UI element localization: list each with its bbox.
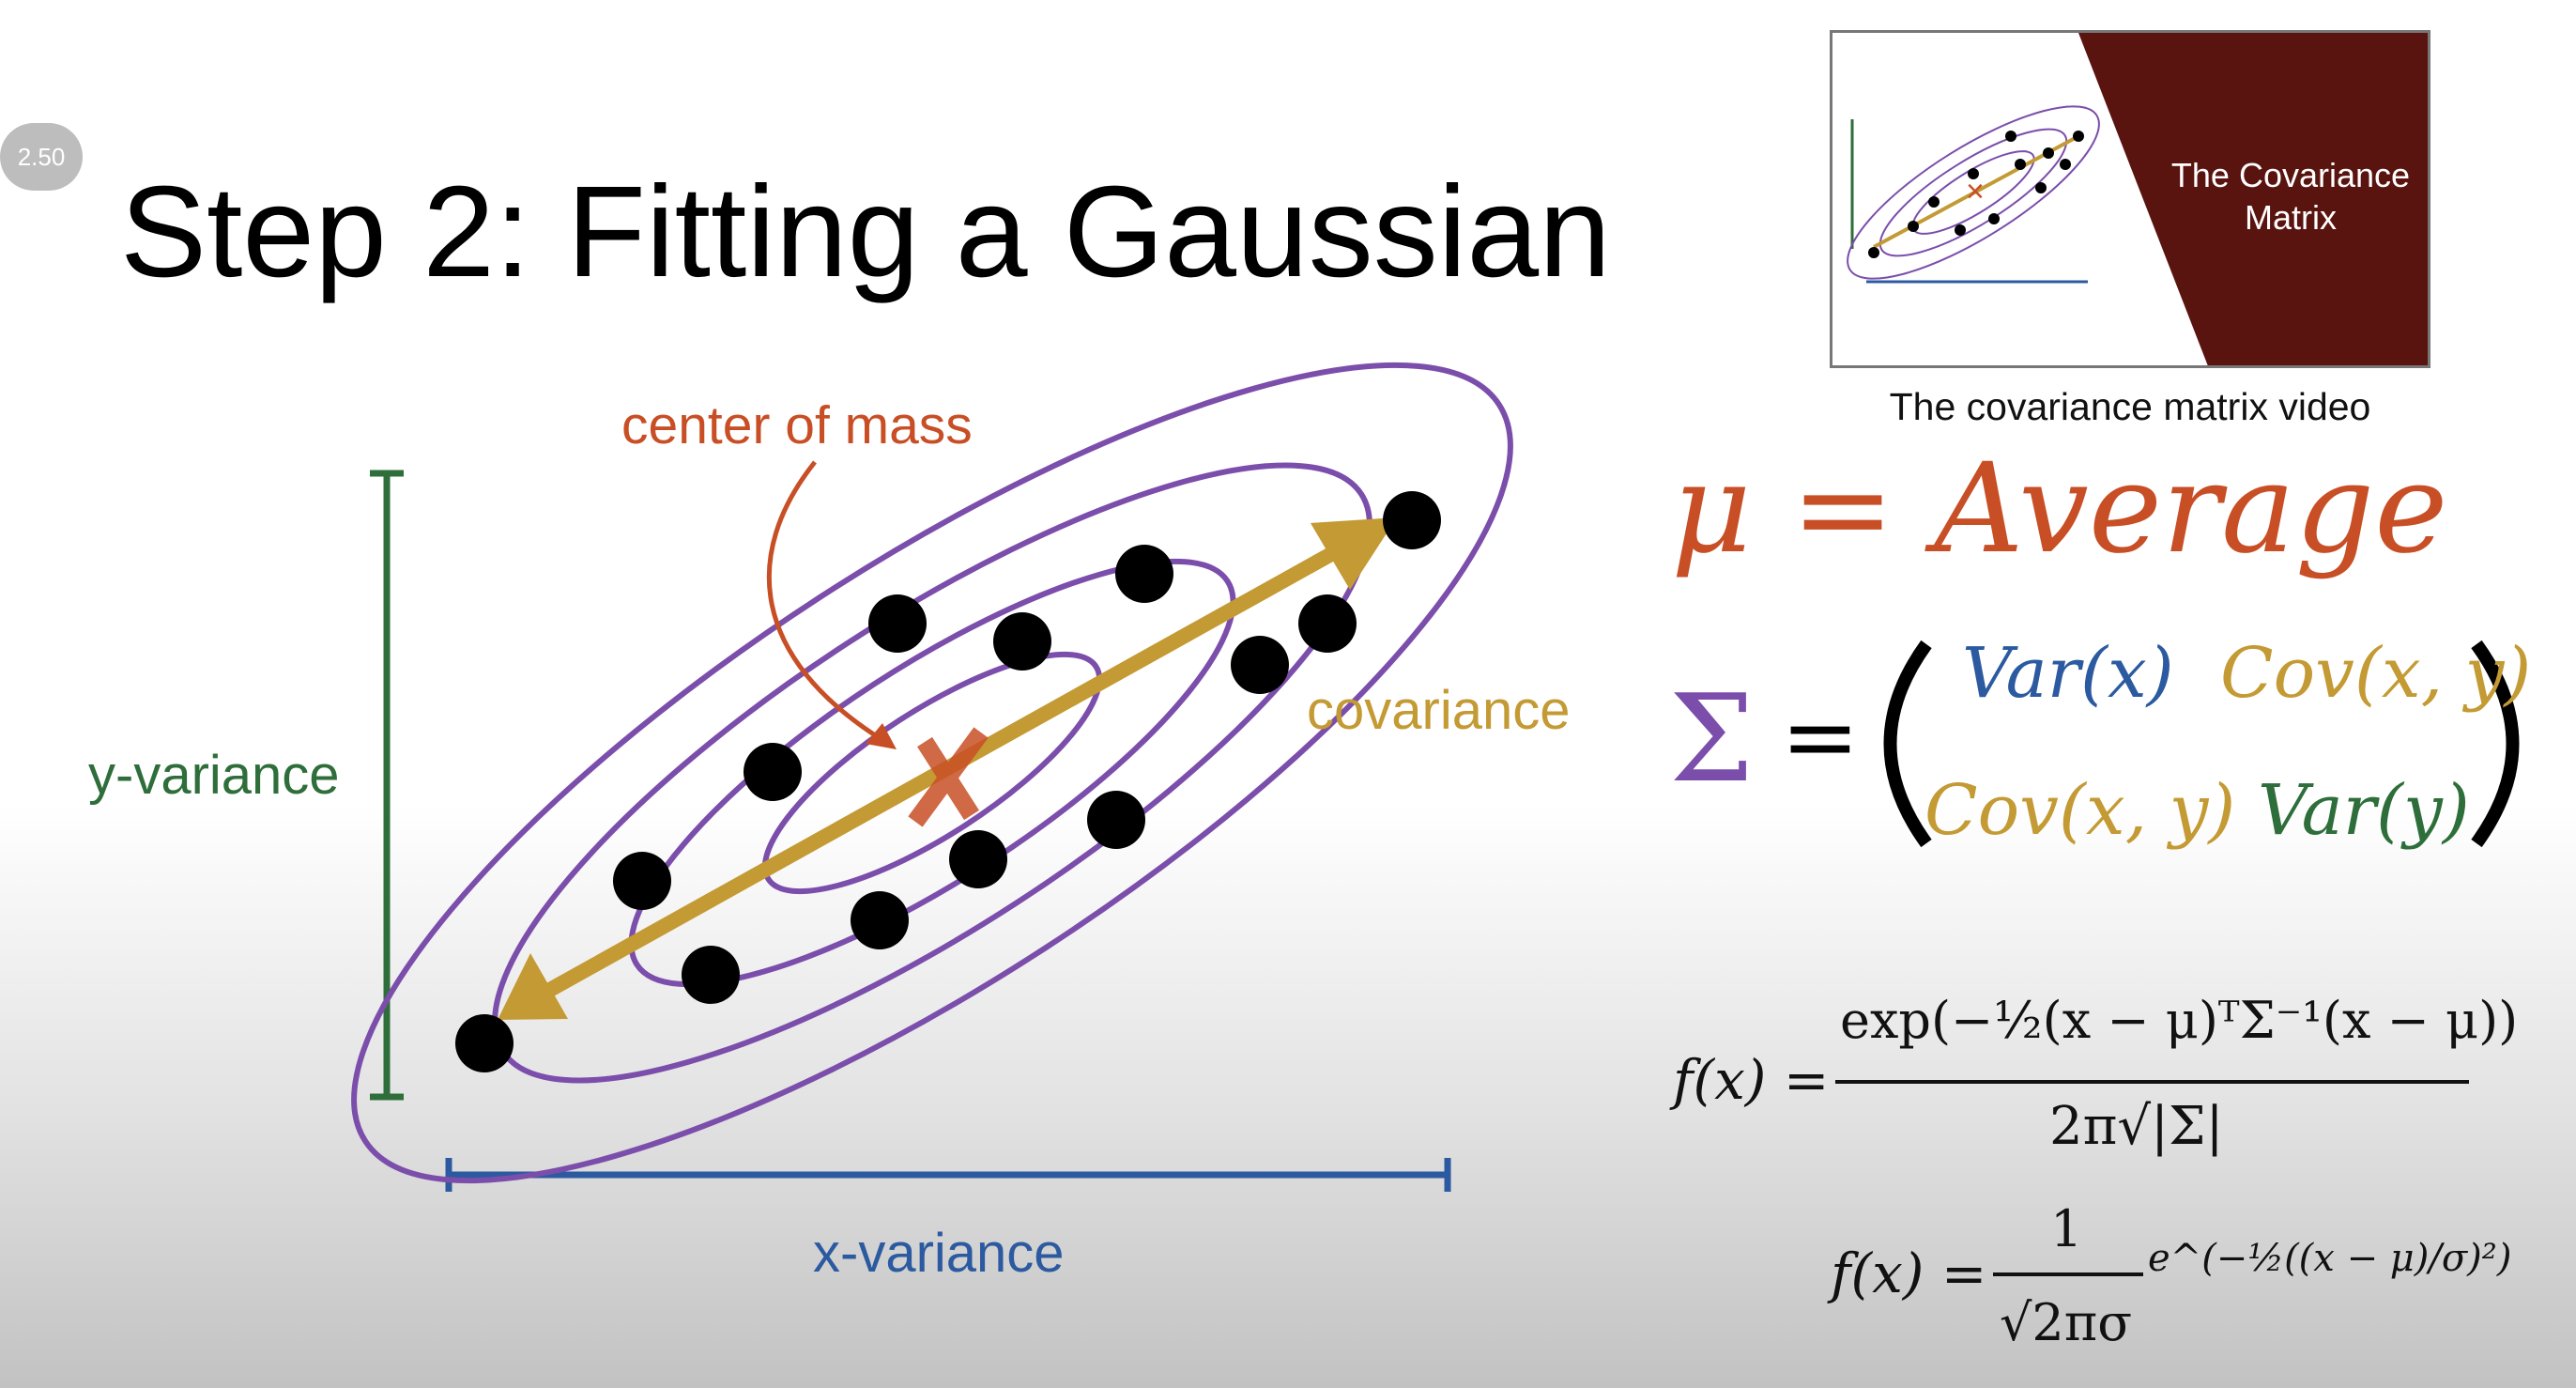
matrix-var-y: Var(y) — [2258, 770, 2470, 851]
thumbnail-title-line1: The Covariance — [2170, 156, 2411, 194]
thumbnail-center-mark: × — [1966, 174, 1985, 209]
univariate-density-denominator: √2πσ — [2000, 1293, 2133, 1352]
multivariate-density-lhs: f(x) = — [1673, 1048, 1830, 1112]
univariate-fraction-bar — [1993, 1272, 2143, 1276]
y-variance-label: y-variance — [88, 745, 340, 806]
data-point — [949, 830, 1007, 888]
center-of-mass-mark — [908, 727, 989, 827]
sigma-symbol: Σ — [1669, 670, 1755, 810]
data-point — [1231, 636, 1289, 694]
center-of-mass-pointer-head — [866, 723, 897, 749]
mean-definition: μ = Average — [1671, 437, 2448, 581]
univariate-density-exponential: e^(−½((x − μ)/σ)²) — [2148, 1237, 2512, 1280]
matrix-equals: = — [1781, 682, 1860, 792]
contour-outer — [351, 362, 1513, 1184]
thumbnail-title-line2: Matrix — [2245, 198, 2337, 237]
thumbnail-dark-panel — [2078, 33, 2428, 365]
data-point — [744, 743, 802, 801]
matrix-cov-top: Cov(x, y) — [2220, 633, 2532, 714]
playback-speed-badge[interactable]: 2.50 — [0, 123, 83, 191]
x-variance-bar — [445, 1158, 1451, 1192]
contour-inner — [761, 651, 1103, 895]
multivariate-density-denominator: 2π√|Σ| — [2049, 1096, 2224, 1157]
data-point — [1298, 594, 1357, 653]
slide-title: Step 2: Fitting a Gaussian — [120, 160, 1611, 304]
covariance-label: covariance — [1307, 680, 1571, 741]
thumbnail-points — [1868, 131, 2084, 258]
data-point — [455, 1014, 514, 1072]
data-points — [455, 491, 1441, 1072]
multivariate-density-numerator: exp(−½(x − μ)ᵀΣ⁻¹(x − μ)) — [1840, 991, 2519, 1050]
data-point — [868, 594, 927, 653]
data-point — [1115, 545, 1173, 603]
univariate-density-lhs: f(x) = — [1831, 1241, 1987, 1305]
matrix-var-x: Var(x) — [1962, 633, 2174, 714]
data-point — [1383, 491, 1441, 549]
thumbnail-caption: The covariance matrix video — [1889, 385, 2371, 428]
thumbnail-title: The Covariance Matrix — [2108, 154, 2474, 239]
data-point — [1087, 791, 1145, 849]
multivariate-fraction-bar — [1835, 1080, 2469, 1084]
thumbnail-graphic: × — [1847, 33, 2428, 365]
matrix-cov-bottom: Cov(x, y) — [1924, 770, 2236, 851]
data-point — [682, 946, 740, 1004]
data-point — [851, 891, 909, 949]
data-point — [613, 852, 671, 910]
univariate-density-numerator: 1 — [2050, 1199, 2083, 1258]
x-variance-label: x-variance — [813, 1223, 1065, 1284]
covariance-video-thumbnail[interactable]: × — [1830, 30, 2430, 368]
data-point — [993, 612, 1051, 671]
center-of-mass-label: center of mass — [621, 395, 973, 455]
y-variance-bar — [370, 470, 404, 1101]
center-of-mass-pointer — [766, 460, 884, 743]
